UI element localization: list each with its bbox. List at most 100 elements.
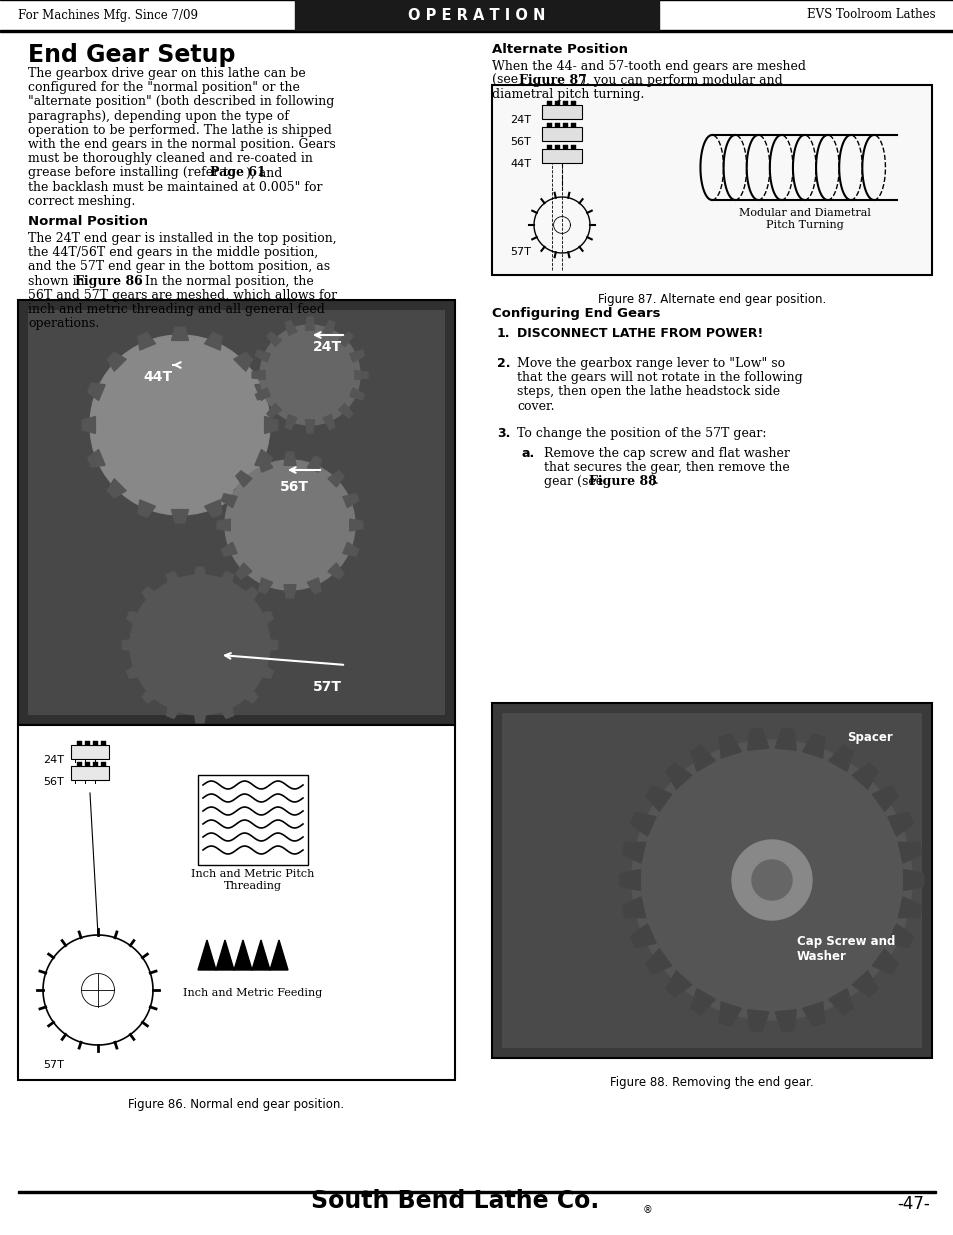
Bar [18, 1191, 935, 1193]
Polygon shape [355, 370, 368, 379]
Text: inch and metric threading and all general feed: inch and metric threading and all genera… [28, 303, 325, 316]
Polygon shape [828, 746, 852, 772]
Polygon shape [871, 948, 898, 974]
Bar [101, 741, 106, 745]
Text: Configuring End Gears: Configuring End Gears [492, 308, 659, 320]
Bar [571, 144, 576, 149]
Text: must be thoroughly cleaned and re-coated in: must be thoroughly cleaned and re-coated… [28, 152, 313, 165]
Bar [18, 725, 455, 1079]
Polygon shape [221, 542, 237, 556]
Polygon shape [241, 687, 257, 703]
Text: that secures the gear, then remove the: that secures the gear, then remove the [543, 461, 789, 474]
Bar [546, 144, 552, 149]
Text: Inch and Metric Feeding: Inch and Metric Feeding [183, 988, 322, 998]
Text: ), you can perform modular and: ), you can perform modular and [580, 74, 781, 88]
Polygon shape [108, 479, 126, 498]
Polygon shape [258, 456, 273, 472]
Text: Modular and Diametral: Modular and Diametral [738, 207, 869, 219]
Polygon shape [284, 452, 295, 466]
Polygon shape [193, 710, 206, 722]
Polygon shape [258, 578, 273, 594]
Polygon shape [690, 746, 715, 772]
Text: diametral pitch turning.: diametral pitch turning. [492, 89, 643, 101]
Polygon shape [305, 317, 314, 330]
Polygon shape [172, 327, 189, 341]
Polygon shape [264, 638, 277, 652]
Bar [541, 105, 581, 119]
Bar [85, 762, 90, 766]
Text: Pitch Turning: Pitch Turning [765, 220, 842, 230]
Text: cover.: cover. [517, 400, 554, 412]
Polygon shape [619, 869, 639, 890]
Text: steps, then open the lathe headstock side: steps, then open the lathe headstock sid… [517, 385, 780, 399]
Text: 56T and 57T gears are meshed, which allows for: 56T and 57T gears are meshed, which allo… [28, 289, 336, 301]
Bar [101, 762, 106, 766]
Polygon shape [127, 611, 143, 626]
Bar [501, 713, 921, 1049]
Polygon shape [267, 404, 281, 417]
Polygon shape [221, 494, 237, 508]
Bar [541, 149, 581, 163]
Text: shown in: shown in [28, 274, 89, 288]
Text: and the 57T end gear in the bottom position, as: and the 57T end gear in the bottom posit… [28, 261, 330, 273]
Polygon shape [898, 897, 921, 918]
Polygon shape [108, 352, 126, 372]
Polygon shape [851, 971, 877, 997]
Polygon shape [747, 729, 768, 750]
Text: Figure 86: Figure 86 [75, 274, 143, 288]
Polygon shape [328, 563, 344, 579]
Polygon shape [235, 563, 252, 579]
Polygon shape [323, 415, 335, 430]
Text: Remove the cap screw and flat washer: Remove the cap screw and flat washer [543, 447, 789, 459]
Bar [77, 741, 82, 745]
Text: 56T: 56T [280, 480, 309, 494]
Polygon shape [631, 740, 911, 1020]
Polygon shape [142, 587, 159, 604]
Text: grease before installing (refer to: grease before installing (refer to [28, 167, 239, 179]
Text: 3.: 3. [497, 427, 510, 440]
Polygon shape [257, 663, 274, 678]
Text: The gearbox drive gear on this lathe can be: The gearbox drive gear on this lathe can… [28, 67, 305, 80]
Text: EVS Toolroom Lathes: EVS Toolroom Lathes [806, 9, 935, 21]
Text: the 44T/56T end gears in the middle position,: the 44T/56T end gears in the middle posi… [28, 246, 318, 259]
Text: Cap Screw and
Washer: Cap Screw and Washer [796, 935, 895, 963]
Bar [562, 144, 567, 149]
Text: . In the normal position, the: . In the normal position, the [137, 274, 314, 288]
Text: paragraphs), depending upon the type of: paragraphs), depending upon the type of [28, 110, 289, 122]
Bar [0, 30, 953, 32]
Polygon shape [255, 388, 270, 400]
Polygon shape [338, 404, 353, 417]
Polygon shape [350, 351, 364, 362]
Bar [71, 766, 109, 781]
Text: 44T: 44T [143, 370, 172, 384]
Text: O P E R A T I O N: O P E R A T I O N [408, 7, 545, 22]
Text: Figure 88: Figure 88 [588, 475, 656, 488]
Bar [562, 101, 567, 105]
Polygon shape [350, 519, 362, 531]
Text: operations.: operations. [28, 317, 99, 330]
Text: the backlash must be maintained at 0.005" for: the backlash must be maintained at 0.005… [28, 180, 322, 194]
Polygon shape [284, 584, 295, 598]
Polygon shape [630, 813, 656, 836]
Polygon shape [241, 587, 257, 604]
Bar [77, 762, 82, 766]
Bar [294, 0, 659, 30]
Polygon shape [902, 869, 923, 890]
Polygon shape [254, 383, 272, 400]
Polygon shape [127, 663, 143, 678]
Polygon shape [218, 703, 233, 719]
Polygon shape [898, 842, 921, 863]
Text: To change the position of the 57T gear:: To change the position of the 57T gear: [517, 427, 765, 440]
Text: South Bend Lathe Co.: South Bend Lathe Co. [311, 1189, 598, 1213]
Text: Figure 86. Normal end gear position.: Figure 86. Normal end gear position. [129, 1098, 344, 1112]
Polygon shape [204, 500, 222, 517]
Polygon shape [645, 785, 671, 811]
Polygon shape [257, 611, 274, 626]
Polygon shape [235, 471, 252, 487]
Bar [18, 300, 455, 725]
Polygon shape [775, 729, 796, 750]
Polygon shape [305, 420, 314, 433]
Polygon shape [88, 450, 105, 467]
Text: ®: ® [642, 1205, 652, 1215]
Polygon shape [801, 734, 823, 758]
